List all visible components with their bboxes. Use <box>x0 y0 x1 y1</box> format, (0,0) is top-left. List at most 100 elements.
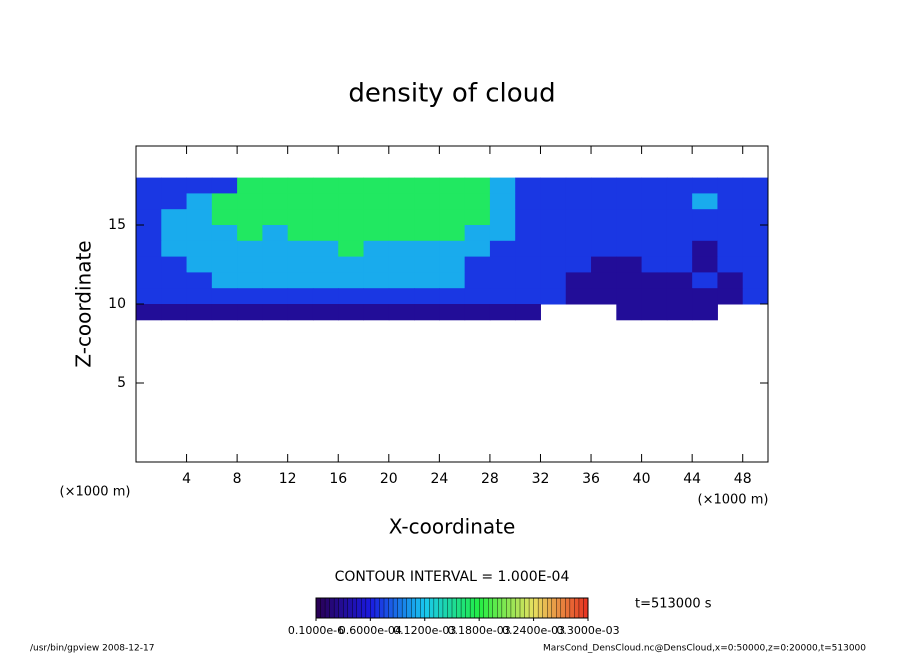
colorbar-cell <box>533 597 539 619</box>
heat-cell <box>237 272 263 289</box>
heat-cell <box>591 272 617 289</box>
heat-cell <box>287 240 314 258</box>
heat-cell <box>262 177 289 194</box>
colorbar-cell <box>483 597 489 619</box>
y-tick-label: 15 <box>108 217 126 233</box>
heat-cell <box>641 177 668 194</box>
heat-cell <box>489 177 516 194</box>
heat-cell <box>136 304 162 321</box>
heat-cell <box>565 177 592 194</box>
colorbar-cell <box>456 597 462 619</box>
heat-cell <box>211 193 238 210</box>
contour-interval: CONTOUR INTERVAL = 1.000E-04 <box>335 569 570 585</box>
heat-cell <box>388 272 415 289</box>
heat-cell <box>641 240 668 258</box>
x-tick-label: 44 <box>683 471 701 487</box>
heat-cell <box>338 209 365 226</box>
y-tick-label: 10 <box>108 296 126 312</box>
heat-cell <box>186 256 213 273</box>
heat-cell <box>262 240 289 258</box>
heat-cell <box>237 209 263 226</box>
x-axis-label: X-coordinate <box>389 515 516 539</box>
heat-cell <box>464 272 491 289</box>
colorbar-label: 0.1800e-03 <box>448 624 511 637</box>
colorbar-cell <box>469 597 476 619</box>
heat-cell <box>591 177 617 194</box>
colorbar-cell <box>329 597 335 619</box>
x-tick-label: 12 <box>279 471 297 487</box>
heat-cell <box>464 177 491 194</box>
heat-cell <box>414 225 440 242</box>
heat-cell <box>540 288 567 305</box>
heat-cell <box>666 256 693 273</box>
heat-cell <box>616 177 643 194</box>
heat-cell <box>692 177 718 194</box>
heat-cell <box>414 209 440 226</box>
heat-cell <box>363 288 390 305</box>
heat-cell <box>666 209 693 226</box>
colorbar-cell <box>338 597 344 619</box>
colorbar-cell <box>365 597 371 619</box>
heat-cell <box>237 304 263 321</box>
heat-cell <box>186 177 213 194</box>
colorbar-cell <box>401 597 408 619</box>
heat-cell <box>742 240 769 258</box>
heat-cell <box>439 272 466 289</box>
heat-cell <box>414 177 440 194</box>
colorbar-cell <box>474 597 480 619</box>
heat-cell <box>489 288 516 305</box>
heat-cell <box>616 256 643 273</box>
heat-cell <box>591 193 617 210</box>
heat-cell <box>312 304 339 321</box>
x-tick-label: 32 <box>532 471 550 487</box>
colorbar-label: 0.1000e-6 <box>288 624 344 637</box>
heat-cell <box>591 288 617 305</box>
heat-cell <box>186 193 213 210</box>
heat-cell <box>388 209 415 226</box>
heat-cell <box>666 272 693 289</box>
heat-cell <box>489 209 516 226</box>
heat-cell <box>666 304 693 321</box>
time-label: t=513000 s <box>635 597 712 612</box>
heat-cell <box>262 225 289 242</box>
heat-cell <box>312 177 339 194</box>
heat-cell <box>262 209 289 226</box>
heat-cell <box>641 225 668 242</box>
heat-cell <box>388 304 415 321</box>
colorbar-cell <box>510 597 516 619</box>
heat-cell <box>211 209 238 226</box>
heat-cell <box>363 209 390 226</box>
y-axis-label: Z-coordinate <box>72 240 96 367</box>
x-tick-label: 20 <box>380 471 398 487</box>
heat-cell <box>565 240 592 258</box>
heat-cell <box>161 304 188 321</box>
heat-cell <box>692 225 718 242</box>
heat-cell <box>287 256 314 273</box>
heat-cell <box>287 209 314 226</box>
heat-cell <box>186 304 213 321</box>
colorbar-cell <box>343 597 349 619</box>
colorbar-cell <box>383 597 390 619</box>
heat-cell <box>363 304 390 321</box>
heat-cell <box>464 288 491 305</box>
heat-cell <box>439 193 466 210</box>
heat-cell <box>161 225 188 242</box>
colorbar-cell <box>424 597 430 619</box>
heat-cell <box>388 177 415 194</box>
colorbar-cell <box>479 597 485 619</box>
heat-cell <box>136 225 162 242</box>
heat-cell <box>312 225 339 242</box>
heat-cell <box>540 177 567 194</box>
heat-cell <box>591 209 617 226</box>
heat-cell <box>515 256 541 273</box>
colorbar-cell <box>451 597 458 619</box>
heat-cell <box>338 193 365 210</box>
heat-cell <box>717 288 744 305</box>
heat-cell <box>186 240 213 258</box>
heat-cell <box>666 240 693 258</box>
heat-cell <box>742 288 769 305</box>
heat-cell <box>161 209 188 226</box>
colorbar-cell <box>524 597 530 619</box>
heat-cell <box>161 177 188 194</box>
heat-cell <box>363 240 390 258</box>
